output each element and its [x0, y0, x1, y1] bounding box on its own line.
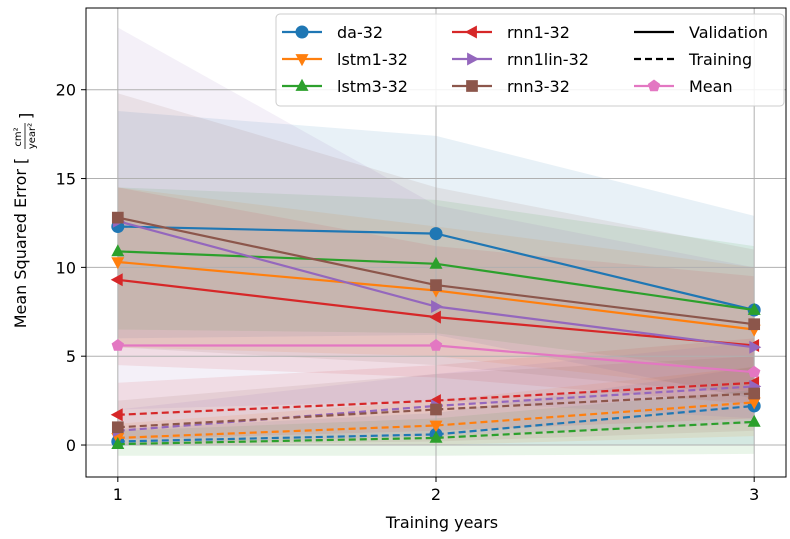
training-point-lstm1-32	[429, 420, 443, 433]
training-line-rnn3-32	[117, 392, 755, 429]
y-tick-label: 15	[56, 170, 76, 189]
legend-label: Training	[688, 50, 752, 69]
series-lstm3-32	[111, 244, 761, 449]
series-rnn3-32	[111, 211, 761, 434]
legend: da-32 lstm1-32 lstm3-32 rnn1-32 rnn1lin-32 rn…	[275, 13, 785, 107]
x-tick-label: 1	[113, 485, 123, 504]
validation-point-lstm3-32	[111, 244, 125, 257]
validation-point-rnn3-32	[111, 211, 124, 224]
validation-point-lstm1-32	[111, 257, 125, 270]
y-unit-denominator: year²	[27, 123, 38, 149]
y-axis-unit: cm² year² ]	[13, 113, 38, 149]
x-tick-label: 2	[431, 485, 441, 504]
legend-label: Validation	[689, 23, 768, 42]
validation-point-lstm3-32	[747, 302, 761, 315]
series-Mean	[111, 339, 761, 378]
validation-point-lstm3-32	[429, 256, 443, 269]
training-point-rnn3-32	[748, 387, 761, 400]
validation-point-rnn1-32	[110, 273, 123, 287]
legend-item: lstm1-32	[282, 50, 408, 69]
training-point-lstm3-32	[429, 430, 443, 443]
axis-ticks: 1 2 3 0 5 10 15 20	[56, 81, 760, 504]
validation-point-da-32	[429, 227, 443, 241]
training-line-rnn1-32	[117, 381, 755, 416]
training-line-lstm3-32	[117, 420, 755, 446]
legend-item: Mean	[634, 77, 733, 96]
y-axis-label: Mean Squared Error [	[11, 158, 30, 329]
legend-label: rnn1-32	[507, 23, 570, 42]
legend-marker	[295, 54, 309, 67]
legend-marker	[295, 78, 309, 91]
legend-item: da-32	[282, 23, 383, 42]
y-tick-label: 5	[66, 347, 76, 366]
y-unit-close: ]	[16, 113, 35, 119]
y-tick-label: 10	[56, 258, 76, 277]
legend-label: da-32	[337, 23, 383, 42]
series-lines	[110, 211, 762, 449]
training-line-da-32	[117, 404, 755, 443]
validation-point-Mean	[748, 365, 761, 378]
validation-point-rnn1lin-32	[749, 340, 762, 354]
training-point-rnn3-32	[111, 421, 124, 434]
legend-item: rnn1-32	[452, 23, 570, 42]
legend-marker	[467, 52, 480, 66]
x-axis-label: Training years	[385, 513, 498, 532]
y-tick-label: 20	[56, 81, 76, 100]
training-point-lstm3-32	[747, 414, 761, 427]
validation-point-rnn1-32	[428, 310, 441, 324]
legend-marker	[295, 25, 309, 39]
band-training-da-32	[117, 366, 755, 445]
validation-point-rnn3-32	[430, 279, 442, 291]
legend-item: rnn3-32	[452, 77, 570, 96]
y-unit-numerator: cm²	[13, 127, 24, 146]
legend-label: lstm3-32	[337, 77, 408, 96]
x-tick-label: 3	[749, 485, 759, 504]
y-axis-label-text: Mean Squared Error	[11, 169, 30, 329]
svg-text:Mean Squared Error [: Mean Squared Error [	[11, 158, 30, 329]
legend-label: rnn3-32	[507, 77, 570, 96]
legend-item: lstm3-32	[282, 77, 408, 96]
legend-item: rnn1lin-32	[452, 50, 589, 69]
legend-label: lstm1-32	[337, 50, 408, 69]
legend-item: Validation	[634, 23, 768, 42]
training-point-rnn3-32	[430, 403, 442, 416]
validation-point-Mean	[111, 339, 124, 351]
legend-marker	[466, 80, 478, 92]
training-point-lstm1-32	[747, 397, 761, 410]
training-line-lstm1-32	[117, 401, 755, 439]
y-tick-label: 0	[66, 436, 76, 455]
legend-item: Training	[634, 50, 752, 69]
validation-point-Mean	[429, 339, 443, 351]
training-point-lstm3-32	[111, 437, 125, 449]
legend-label: Mean	[689, 77, 733, 96]
y-axis-unit-open: [	[11, 158, 30, 164]
legend-marker	[647, 79, 661, 92]
training-point-rnn1-32	[110, 408, 123, 422]
legend-marker	[464, 25, 477, 39]
validation-point-rnn1lin-32	[431, 300, 444, 313]
validation-point-rnn3-32	[748, 318, 761, 331]
legend-label: rnn1lin-32	[507, 50, 589, 69]
